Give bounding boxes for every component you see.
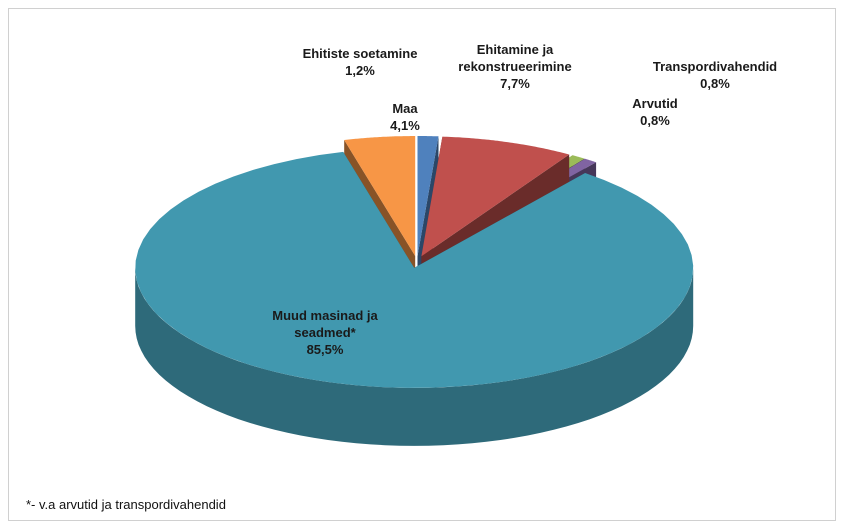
slice-label: Ehitamine ja rekonstrueerimine 7,7% [440, 41, 590, 92]
slice-label: Transpordivahendid 0,8% [635, 58, 795, 92]
category-name: Muud masinad ja seadmed* [272, 308, 378, 340]
category-name: Transpordivahendid [652, 59, 778, 74]
value-label: 0,8% [700, 76, 730, 91]
value-label: 4,1% [390, 118, 420, 133]
slice-top [417, 136, 439, 256]
category-name: Ehitiste soetamine [302, 46, 418, 61]
value-label: 85,5% [306, 342, 344, 357]
slice-label: Muud masinad ja seadmed* 85,5% [250, 307, 400, 358]
value-label: 7,7% [500, 76, 530, 91]
chart-frame [8, 8, 836, 521]
footnote: *- v.a arvutid ja transpordivahendid [26, 497, 226, 512]
slice-label: Ehitiste soetamine 1,2% [290, 45, 430, 79]
slice-label: Maa 4,1% [370, 100, 440, 134]
value-label: 1,2% [345, 63, 375, 78]
slice-top [344, 136, 416, 256]
pie-slice [135, 151, 694, 446]
category-name: Maa [392, 101, 418, 116]
category-name: Arvutid [632, 96, 678, 111]
slice-top [421, 136, 570, 257]
value-label: 0,8% [640, 113, 670, 128]
slice-top [135, 151, 694, 388]
category-name: Ehitamine ja rekonstrueerimine [458, 42, 572, 74]
slice-label: Arvutid 0,8% [615, 95, 695, 129]
slice-wall [135, 267, 694, 446]
